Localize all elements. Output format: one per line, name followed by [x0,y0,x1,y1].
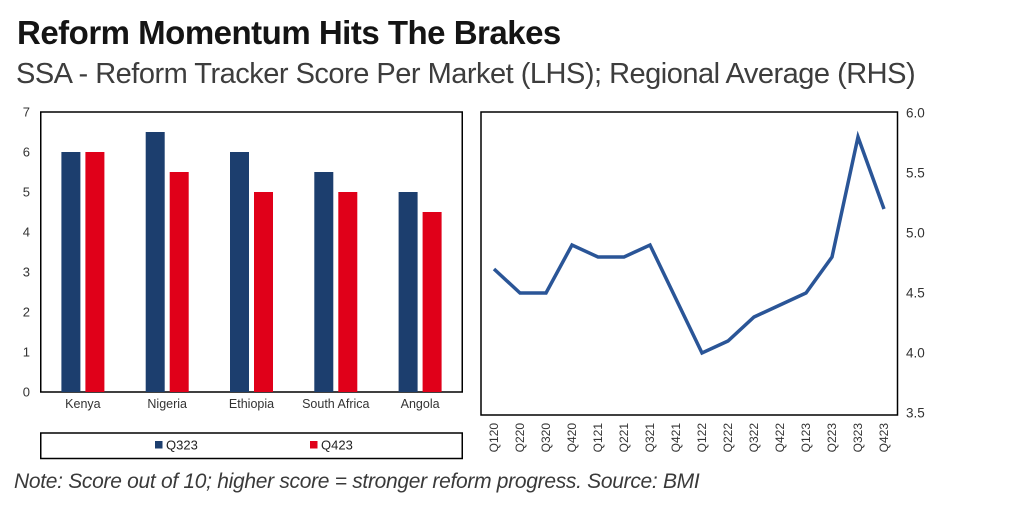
bar-Q423 [254,192,273,392]
line-y-tick-label: 4.0 [906,346,925,361]
line-x-tick-label: Q322 [747,423,761,453]
bar-y-tick-label: 7 [23,105,30,120]
bar-Q423 [422,212,442,392]
bar-Q423 [169,172,189,392]
line-y-tick-label: 4.5 [906,286,925,301]
legend-box [40,432,463,460]
bar-chart: 0 1 2 3 4 5 6 7 Kenya Nigeria Ethiopia South Africa… [23,105,463,460]
legend-label-Q323: Q323 [166,438,198,453]
line-y-tick-label: 5.0 [906,226,925,241]
line-chart: 3.5 4.0 4.5 5.0 5.5 6.0 Q120 Q220 Q320 Q420 Q121 Q2… [480,106,925,453]
line-x-tick-label: Q120 [487,423,501,453]
category-label: Angola [401,397,440,411]
category-label: South Africa [302,397,369,411]
line-x-tick-label: Q122 [695,423,709,453]
line-x-tick-label: Q323 [851,423,865,453]
regional-average-line [492,130,886,356]
bar-y-tick-label: 4 [23,225,30,240]
page-subtitle: SSA - Reform Tracker Score Per Market (L… [16,58,916,90]
bar-plot-border [40,111,463,393]
bar-Q323 [398,192,418,392]
line-x-tick-label: Q220 [513,423,527,453]
bar-y-tick-label: 1 [23,345,30,360]
line-y-tick-label: 6.0 [906,106,925,121]
legend-swatch-Q323 [155,441,163,449]
bar-Q423 [85,152,105,392]
line-y-tick-label: 5.5 [906,166,925,181]
line-x-tick-label: Q422 [773,423,787,453]
line-x-tick-label: Q223 [825,423,839,453]
category-label: Nigeria [147,397,187,411]
line-x-tick-label: Q123 [799,423,813,453]
bar-Q323 [145,132,165,392]
category-label: Ethiopia [229,397,274,411]
page-title: Reform Momentum Hits The Brakes [17,14,561,51]
bar-y-tick-label: 0 [23,385,30,400]
legend-swatch-Q423 [310,441,318,449]
bar-y-tick-label: 6 [23,145,30,160]
category-label: Kenya [65,397,100,411]
line-x-tick-label: Q320 [539,423,553,453]
line-plot-border [480,111,899,416]
legend-label-Q423: Q423 [321,438,353,453]
bar-y-tick-label: 5 [23,185,30,200]
bar-y-tick-label: 2 [23,305,30,320]
source-note: Note: Score out of 10; higher score = st… [14,470,700,493]
line-y-tick-label: 3.5 [906,406,925,421]
bar-y-tick-label: 3 [23,265,30,280]
line-x-tick-label: Q420 [565,423,579,453]
line-x-tick-label: Q321 [643,423,657,453]
line-x-tick-label: Q421 [669,423,683,453]
line-x-tick-label: Q121 [591,423,605,453]
line-x-tick-label: Q222 [721,423,735,453]
bar-Q323 [230,152,249,392]
line-x-tick-label: Q423 [877,423,891,453]
bar-Q323 [314,172,334,392]
bar-Q423 [338,192,358,392]
bar-Q323 [61,152,81,392]
line-x-tick-label: Q221 [617,423,631,453]
